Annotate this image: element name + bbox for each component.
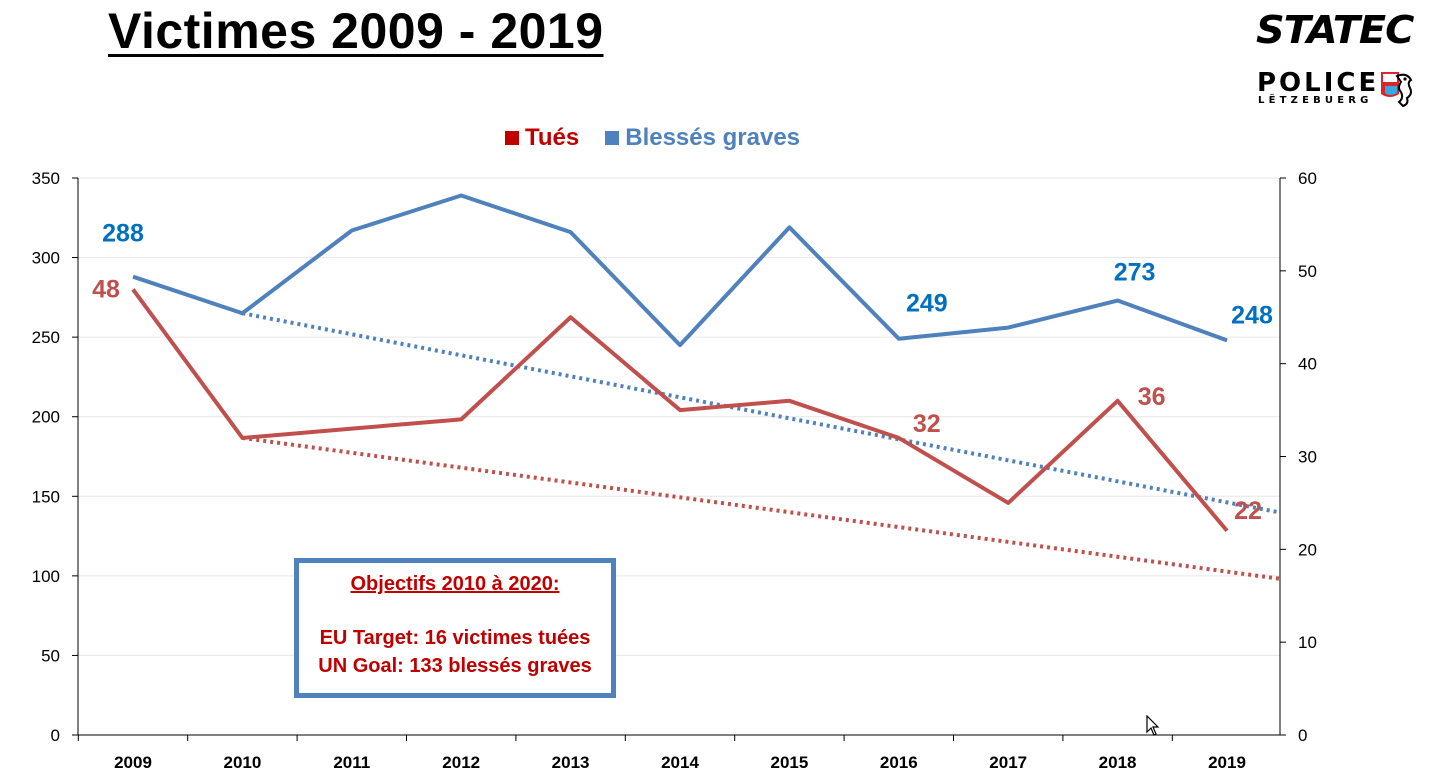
objectives-box: Objectifs 2010 à 2020: EU Target: 16 vic… [294,558,616,698]
x-axis-tick-label: 2016 [880,753,918,772]
right-axis-tick-label: 30 [1298,448,1317,467]
x-axis-tick-label: 2010 [223,753,261,772]
police-logo-subtitle: LËTZEBUERG [1258,95,1373,106]
objectives-un-goal: UN Goal: 133 blessés graves [318,655,592,677]
police-logo-word: POLICE [1257,68,1380,98]
page-title: Victimes 2009 - 2019 [108,3,604,59]
data-label-blesses: 273 [1114,259,1156,287]
mouse-cursor-icon [1146,715,1160,736]
right-axis-tick-label: 50 [1298,262,1317,281]
x-axis-tick-label: 2012 [442,753,480,772]
data-label-blesses: 248 [1231,301,1273,329]
police-logo: POLICE LËTZEBUERG [1257,68,1417,108]
data-label-tues: 32 [913,410,941,438]
legend-item-tues: Tués [505,124,579,152]
legend-item-blesses: Blessés graves [605,124,800,152]
right-axis-tick-label: 20 [1298,540,1317,559]
left-axis-tick-label: 250 [32,328,60,347]
x-axis-tick-label: 2009 [114,753,152,772]
right-axis-tick-label: 60 [1298,169,1317,188]
data-label-tues: 36 [1138,383,1166,411]
chart-legend: Tués Blessés graves [505,124,800,152]
trendline-blesses [242,311,1281,515]
left-axis-tick-label: 100 [32,567,60,586]
right-axis-tick-label: 40 [1298,355,1317,374]
series-line-tues [131,288,1229,533]
legend-label-blesses: Blessés graves [625,124,801,151]
x-axis-tick-label: 2017 [989,753,1027,772]
left-axis-tick-label: 200 [32,408,60,427]
left-axis-tick-label: 350 [32,169,60,188]
left-axis-tick-label: 50 [41,646,60,665]
data-label-tues: 48 [92,275,120,303]
objectives-title: Objectifs 2010 à 2020: [350,573,560,595]
data-label-blesses: 288 [102,220,144,248]
legend-label-tues: Tués [525,124,580,151]
x-axis-tick-label: 2011 [333,753,370,772]
right-axis-tick-label: 10 [1298,633,1317,652]
right-axis-tick-label: 0 [1298,726,1307,745]
x-axis-tick-label: 2013 [552,753,590,772]
left-axis-tick-label: 150 [32,487,60,506]
x-axis-tick-label: 2018 [1099,753,1137,772]
objectives-eu-target: EU Target: 16 victimes tuées [319,627,591,649]
series-line-blesses [132,193,1228,348]
x-axis-tick-label: 2019 [1208,753,1246,772]
statec-logo: STATEC [1256,8,1414,52]
left-axis-tick-label: 300 [32,249,60,268]
legend-swatch-tues [505,131,519,145]
x-axis-tick-label: 2014 [661,753,699,772]
data-label-tues: 22 [1234,497,1262,525]
lion-emblem-icon [1381,72,1413,108]
left-axis-tick-label: 0 [51,726,60,745]
x-axis-tick-label: 2015 [770,753,808,772]
data-label-blesses: 249 [906,290,948,318]
legend-swatch-blesses [605,131,620,145]
